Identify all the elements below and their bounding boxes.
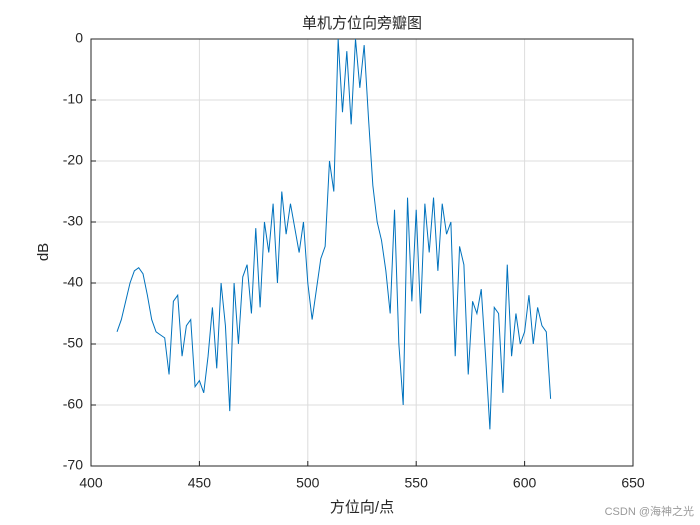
x-axis-label: 方位向/点 bbox=[330, 499, 394, 516]
x-tick-label: 500 bbox=[296, 475, 320, 491]
y-tick-label: -70 bbox=[63, 457, 83, 473]
y-tick-label: -20 bbox=[63, 152, 83, 168]
y-tick-label: -50 bbox=[63, 335, 83, 351]
y-tick-label: -10 bbox=[63, 91, 83, 107]
x-tick-label: 550 bbox=[405, 475, 429, 491]
y-tick-label: -40 bbox=[63, 274, 83, 290]
y-tick-label: 0 bbox=[75, 30, 83, 46]
watermark: CSDN @海神之光 bbox=[605, 504, 694, 518]
x-tick-label: 600 bbox=[513, 475, 537, 491]
y-tick-label: -60 bbox=[63, 396, 83, 412]
y-axis-label: dB bbox=[35, 243, 52, 261]
y-tick-label: -30 bbox=[63, 213, 83, 229]
chart-title: 单机方位向旁瓣图 bbox=[302, 15, 422, 32]
x-tick-label: 400 bbox=[79, 475, 103, 491]
plot-frame bbox=[90, 38, 634, 467]
data-line bbox=[116, 38, 552, 430]
x-tick-label: 450 bbox=[188, 475, 212, 491]
x-tick-label: 650 bbox=[621, 475, 645, 491]
